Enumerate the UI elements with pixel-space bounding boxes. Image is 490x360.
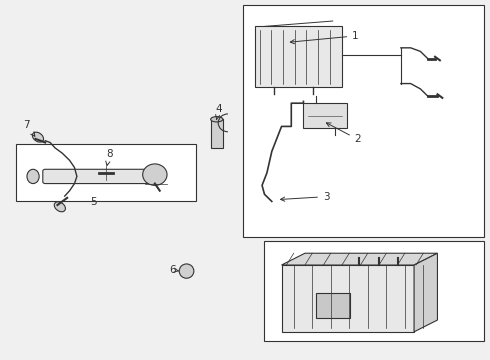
Bar [316, 293, 350, 318]
Text: 7: 7 [24, 120, 35, 136]
Text: 8: 8 [106, 149, 113, 166]
Text: 5: 5 [91, 197, 98, 207]
Polygon shape [282, 253, 438, 265]
Bar [16, 144, 196, 202]
Text: 1: 1 [290, 31, 359, 44]
Text: 2: 2 [326, 123, 361, 144]
Bar [265, 241, 484, 341]
Ellipse shape [32, 132, 44, 142]
Text: 3: 3 [280, 192, 330, 202]
Text: 6: 6 [170, 265, 179, 275]
Polygon shape [414, 253, 438, 332]
Bar [243, 5, 484, 237]
Ellipse shape [211, 117, 223, 122]
Text: 4: 4 [216, 104, 222, 120]
Bar [211, 119, 223, 148]
Ellipse shape [54, 202, 66, 212]
Bar [303, 103, 347, 128]
Ellipse shape [143, 164, 167, 185]
Polygon shape [282, 265, 414, 332]
FancyBboxPatch shape [43, 169, 150, 184]
Ellipse shape [27, 169, 39, 184]
Ellipse shape [179, 264, 194, 278]
Bar [255, 26, 343, 87]
